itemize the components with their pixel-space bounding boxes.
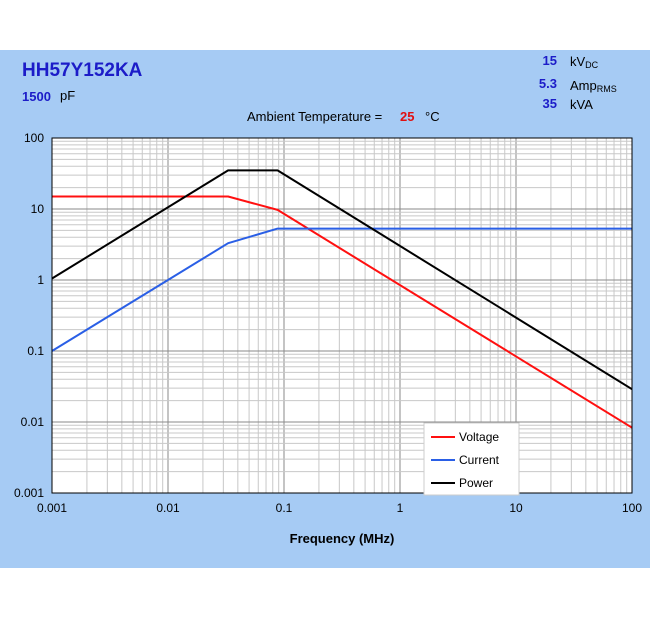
ambient-temperature-value: 25 <box>400 109 415 124</box>
capacitance-unit: pF <box>60 88 76 103</box>
legend-label-current: Current <box>459 453 500 467</box>
series-layer <box>51 169 633 429</box>
y-tick-label: 0.01 <box>21 415 45 429</box>
y-tick-label: 10 <box>31 202 45 216</box>
ambient-temperature-label: Ambient Temperature = <box>247 109 383 124</box>
legend: Voltage Current Power <box>423 422 520 496</box>
capacitance-value: 1500 <box>22 89 51 104</box>
ambient-temperature-unit: °C <box>425 109 440 124</box>
power-rating-value: 35 <box>542 96 557 111</box>
plot-area <box>52 138 632 493</box>
y-tick-label: 0.001 <box>14 486 44 500</box>
legend-label-power: Power <box>459 476 493 490</box>
series-line-current <box>51 227 632 352</box>
current-rating-unit: AmpRMS <box>570 78 617 94</box>
plot-frame <box>51 137 633 494</box>
x-tick-label: 0.01 <box>156 501 180 515</box>
voltage-rating-value: 15 <box>542 53 557 68</box>
legend-label-voltage: Voltage <box>459 430 499 444</box>
current-rating-value: 5.3 <box>538 76 557 91</box>
part-number: HH57Y152KA <box>22 60 143 81</box>
series-line-voltage <box>52 195 633 429</box>
y-tick-label: 0.1 <box>27 344 44 358</box>
x-tick-label: 0.1 <box>276 501 293 515</box>
x-axis-label: Frequency (MHz) <box>290 531 395 546</box>
voltage-rating-unit: kVDC <box>570 54 599 70</box>
x-tick-label: 1 <box>397 501 404 515</box>
x-tick-label: 0.001 <box>37 501 67 515</box>
x-tick-label: 10 <box>509 501 523 515</box>
power-rating-unit: kVA <box>570 97 593 112</box>
y-tick-label: 1 <box>37 273 44 287</box>
y-tick-label: 100 <box>24 131 44 145</box>
x-tick-label: 100 <box>622 501 642 515</box>
tick-labels: 0.001 0.01 0.1 1 10 100 0.001 0.01 0.1 1 10 100 <box>14 131 642 515</box>
series-line-power <box>51 169 633 391</box>
